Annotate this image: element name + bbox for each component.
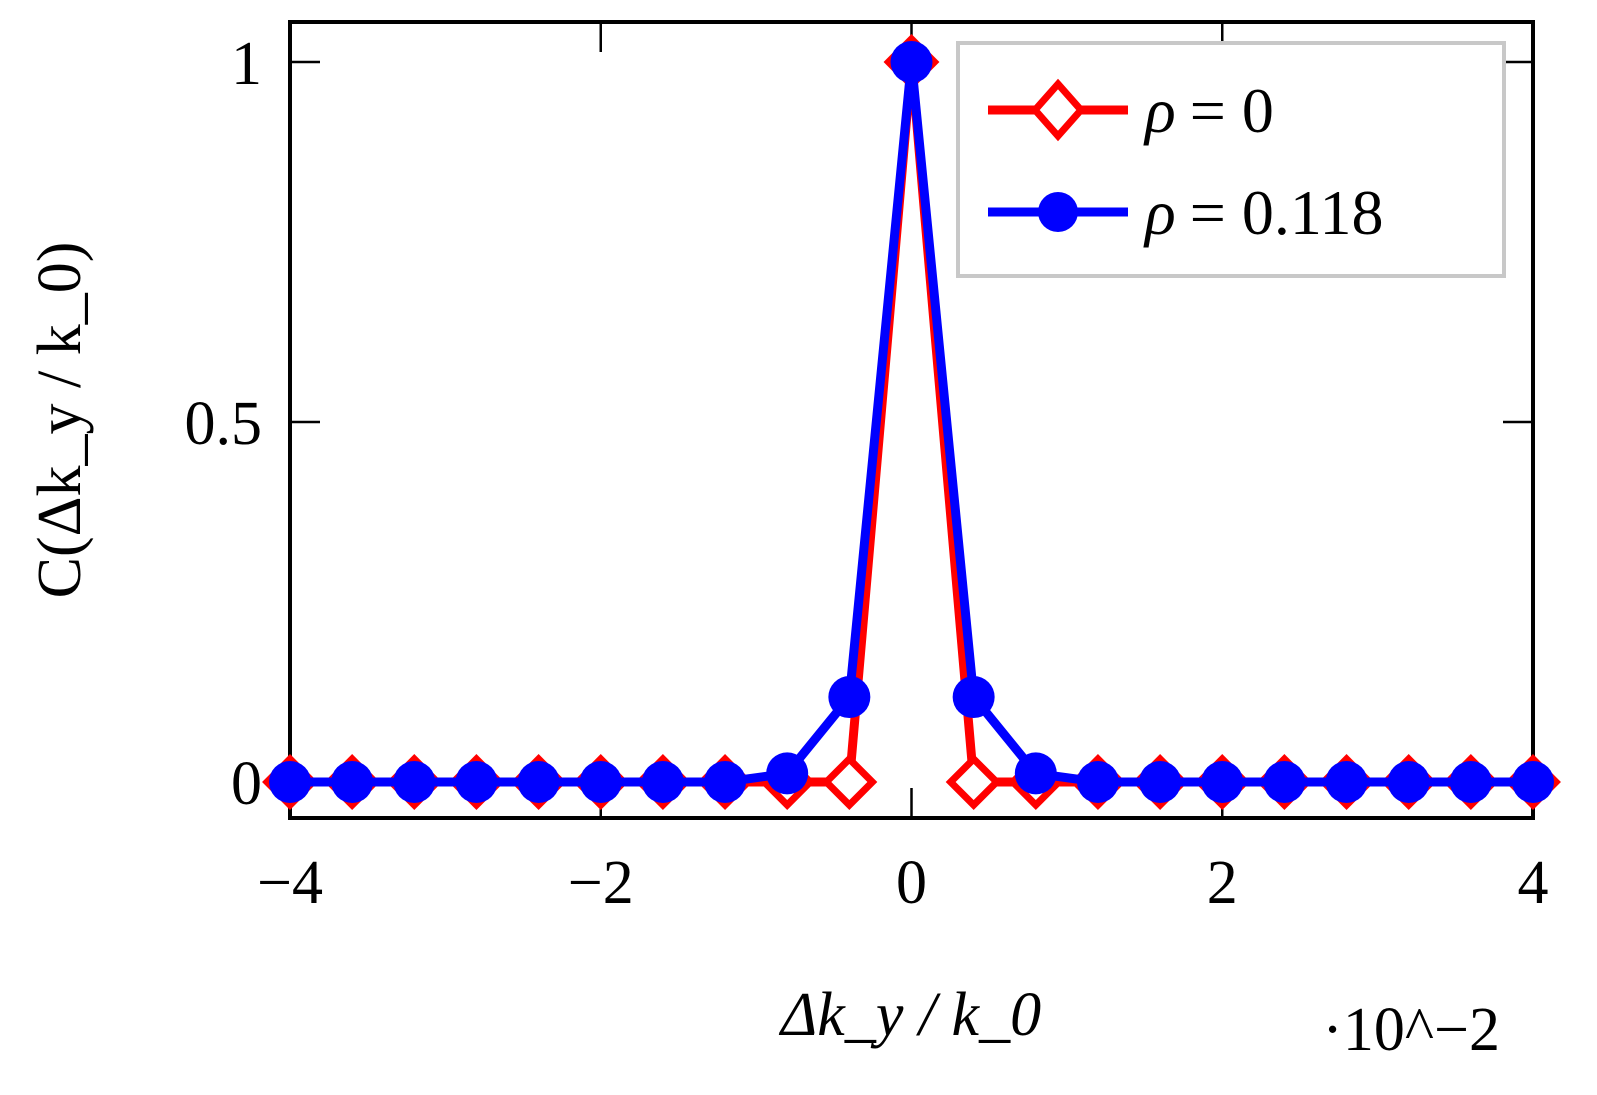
data-point-circle [766,752,809,795]
data-point-diamond [821,754,878,810]
data-point-circle [1325,761,1368,803]
data-point-circle [1263,761,1306,803]
data-point-circle [952,676,995,719]
y-tick-label: 0 [231,750,262,818]
data-point-circle [828,676,871,719]
legend-label-rho-0: ρ = 0 [1143,75,1274,146]
x-scale-multiplier: ·10^−2 [1322,996,1500,1064]
data-point-circle [704,761,747,803]
data-point-circle [517,761,560,803]
y-axis-label: C(Δk_y / k_0) [26,242,94,599]
y-tick-label: 0.5 [185,390,263,458]
x-axis-label: Δk_y / k_0 [778,981,1041,1049]
legend: ρ = 0 ρ = 0.118 [956,41,1506,278]
legend-label-rho-0118: ρ = 0.118 [1143,177,1383,248]
data-point-circle [1512,761,1554,803]
data-point-circle [1201,761,1244,803]
data-point-diamond [945,754,1002,810]
x-tick-label: 2 [1207,849,1238,917]
data-point-circle [641,761,684,803]
legend-marker-circle-icon [1038,192,1078,232]
data-point-circle [1387,761,1430,803]
data-point-circle [393,761,436,803]
y-tick-label: 1 [231,30,262,98]
x-tick-label: 0 [896,849,927,917]
x-tick-label: −4 [257,849,323,917]
series-1 [269,41,1554,803]
data-point-circle [1014,752,1057,795]
x-tick-label: 4 [1518,849,1549,917]
x-tick-label: −2 [568,849,634,917]
legend-box [956,41,1506,278]
tick-labels: −4 −2 0 2 4 0 0.5 1 [185,30,1549,917]
legend-entry-rho-0: ρ = 0 [988,75,1274,146]
data-point-circle [331,761,374,803]
data-point-circle [1076,761,1119,803]
data-point-circle [579,761,622,803]
data-point-circle [455,761,498,803]
legend-marker-diamond-icon [1030,78,1086,142]
data-point-circle [269,761,311,803]
data-point-circle [1449,761,1492,803]
series-layer [262,34,1561,810]
data-point-circle [890,41,933,83]
data-point-circle [1139,761,1182,803]
legend-entry-rho-0118: ρ = 0.118 [988,177,1383,248]
